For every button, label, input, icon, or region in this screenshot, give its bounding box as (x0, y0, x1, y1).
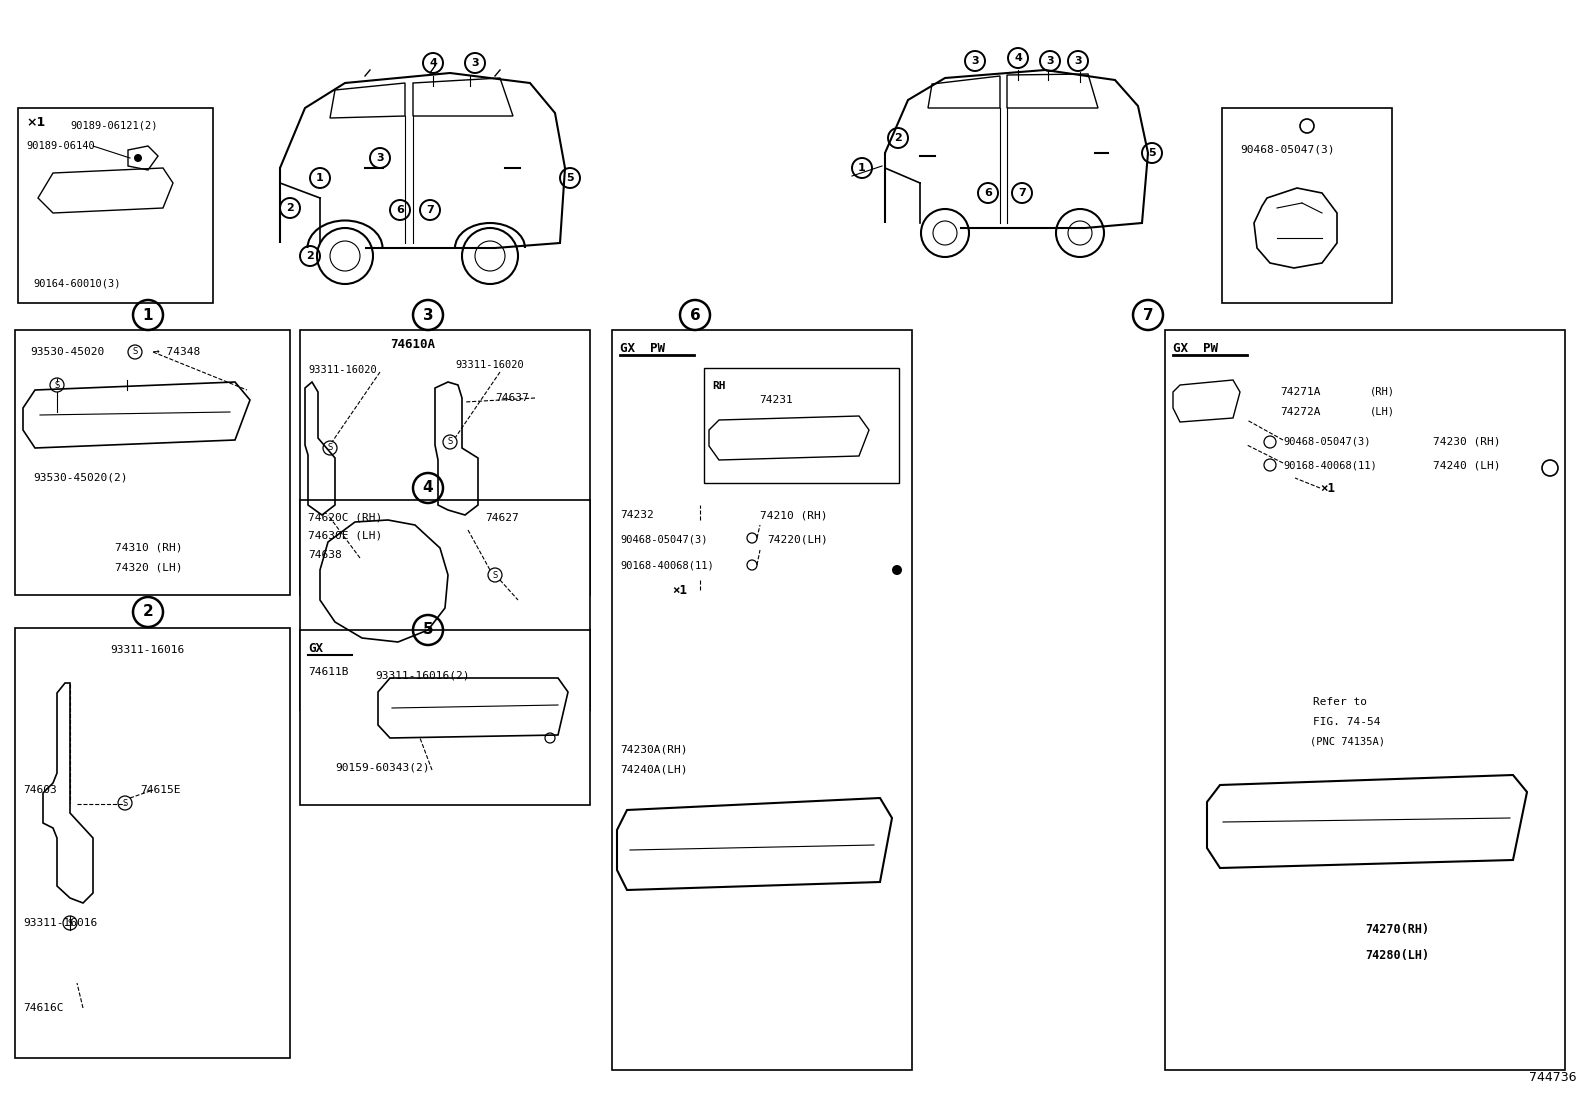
Text: 1: 1 (317, 173, 323, 184)
Text: 74320 (LH): 74320 (LH) (115, 563, 183, 573)
Text: 74611B: 74611B (307, 667, 349, 677)
Text: 74240A(LH): 74240A(LH) (619, 765, 688, 775)
Text: FIG. 74-54: FIG. 74-54 (1313, 717, 1380, 728)
Text: 93530-45020: 93530-45020 (30, 347, 103, 357)
Text: 6: 6 (396, 206, 404, 215)
Text: GX  PW: GX PW (619, 342, 665, 355)
Text: 74280(LH): 74280(LH) (1364, 948, 1430, 962)
Text: 74610A: 74610A (390, 338, 435, 352)
Text: 7: 7 (1019, 188, 1025, 198)
Text: 2: 2 (143, 604, 153, 620)
Text: ×1: ×1 (672, 584, 688, 597)
Text: 3: 3 (1075, 56, 1083, 66)
Text: 74638: 74638 (307, 550, 342, 560)
Text: 74230 (RH): 74230 (RH) (1433, 437, 1501, 447)
Bar (611, 330, 912, 1070)
Text: 90189-06121(2): 90189-06121(2) (70, 121, 158, 131)
Text: RH: RH (712, 381, 726, 391)
Text: 93311-16016(2): 93311-16016(2) (376, 670, 470, 680)
Text: 74620C (RH): 74620C (RH) (307, 513, 382, 523)
Text: 3: 3 (971, 56, 979, 66)
Bar (14, 628, 290, 1058)
Text: 74231: 74231 (759, 395, 793, 406)
Text: (LH): (LH) (1371, 407, 1395, 417)
Text: 74637: 74637 (495, 393, 529, 403)
Text: 2: 2 (306, 251, 314, 260)
Text: 93311-16020: 93311-16020 (455, 360, 524, 370)
Bar (299, 330, 591, 595)
Bar (1223, 108, 1391, 303)
Text: (RH): (RH) (1371, 387, 1395, 397)
Bar (299, 630, 591, 804)
Text: GX: GX (307, 642, 323, 655)
Text: S: S (67, 919, 73, 928)
Text: 90168-40068(11): 90168-40068(11) (619, 560, 713, 570)
Text: S: S (328, 444, 333, 453)
Text: S: S (447, 437, 452, 446)
Text: 3: 3 (1046, 56, 1054, 66)
Text: 90159-60343(2): 90159-60343(2) (334, 763, 430, 773)
Text: 74240 (LH): 74240 (LH) (1433, 460, 1501, 470)
Text: ×1: ×1 (1320, 481, 1336, 495)
Text: 7: 7 (427, 206, 435, 215)
Text: S: S (54, 380, 59, 389)
Text: 90189-06140: 90189-06140 (25, 141, 96, 151)
Text: 74615E: 74615E (140, 785, 180, 795)
Circle shape (134, 154, 142, 162)
Text: 74220(LH): 74220(LH) (767, 535, 828, 545)
Text: 74603: 74603 (22, 785, 57, 795)
Text: 74232: 74232 (619, 510, 654, 520)
Text: 74270(RH): 74270(RH) (1364, 923, 1430, 936)
Text: 93311-16016: 93311-16016 (110, 645, 185, 655)
Text: 74272A: 74272A (1280, 407, 1320, 417)
Bar (18, 108, 213, 303)
Text: 744736: 744736 (1530, 1072, 1578, 1084)
Text: 74210 (RH): 74210 (RH) (759, 510, 828, 520)
Text: 74630E (LH): 74630E (LH) (307, 530, 382, 540)
Text: (PNC 74135A): (PNC 74135A) (1310, 737, 1385, 747)
Text: 74310 (RH): 74310 (RH) (115, 543, 183, 553)
Text: 90468-05047(3): 90468-05047(3) (1240, 145, 1334, 155)
Text: 2: 2 (895, 133, 903, 143)
Text: 2: 2 (287, 203, 295, 213)
Text: 4: 4 (430, 58, 436, 68)
Text: 74616C: 74616C (22, 1003, 64, 1013)
Text: 93311-16016: 93311-16016 (22, 918, 97, 928)
Text: 5: 5 (1148, 148, 1156, 158)
Text: 74271A: 74271A (1280, 387, 1320, 397)
Text: 5: 5 (423, 622, 433, 637)
Text: 74230A(RH): 74230A(RH) (619, 745, 688, 755)
Text: 90168-40068(11): 90168-40068(11) (1283, 460, 1377, 470)
Text: GX  PW: GX PW (1173, 342, 1218, 355)
Text: → 74348: → 74348 (153, 347, 201, 357)
Text: 3: 3 (376, 153, 384, 163)
Text: 7: 7 (1143, 308, 1153, 322)
Text: 1: 1 (858, 163, 866, 173)
Text: S: S (123, 799, 127, 808)
Text: 5: 5 (567, 173, 573, 184)
Text: 90468-05047(3): 90468-05047(3) (619, 535, 707, 545)
Text: Refer to: Refer to (1313, 697, 1368, 707)
Circle shape (892, 565, 903, 575)
Text: 3: 3 (471, 58, 479, 68)
Text: 3: 3 (423, 308, 433, 322)
Text: 1: 1 (143, 308, 153, 322)
Text: 93311-16020: 93311-16020 (307, 365, 377, 375)
Text: 90164-60010(3): 90164-60010(3) (33, 278, 121, 288)
Bar (299, 500, 591, 710)
Bar (704, 368, 899, 482)
Text: 6: 6 (689, 308, 700, 322)
Text: ×1: ×1 (25, 115, 45, 129)
Text: 4: 4 (1014, 53, 1022, 63)
Text: 74627: 74627 (486, 513, 519, 523)
Text: 6: 6 (984, 188, 992, 198)
Text: 93530-45020(2): 93530-45020(2) (33, 473, 127, 482)
Text: 4: 4 (423, 480, 433, 496)
Bar (1165, 330, 1565, 1070)
Text: S: S (132, 347, 137, 356)
Text: S: S (492, 570, 498, 579)
Bar (14, 330, 290, 595)
Text: 90468-05047(3): 90468-05047(3) (1283, 437, 1371, 447)
